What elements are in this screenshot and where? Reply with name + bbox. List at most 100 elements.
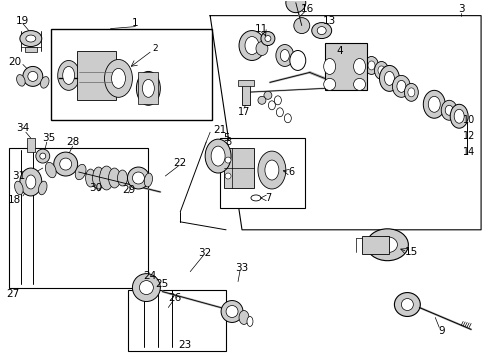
Bar [51,28,212,120]
Ellipse shape [423,90,444,118]
Ellipse shape [364,57,378,75]
Ellipse shape [280,50,289,62]
Ellipse shape [396,80,405,92]
Ellipse shape [323,58,335,75]
Ellipse shape [58,60,80,90]
Circle shape [264,91,271,99]
Text: 21: 21 [213,125,226,135]
Text: 31: 31 [12,171,25,181]
Ellipse shape [353,78,365,90]
Text: 6: 6 [288,167,294,177]
Circle shape [293,18,309,33]
Ellipse shape [367,61,374,70]
Text: 3: 3 [457,4,464,14]
Text: 34: 34 [16,123,29,133]
Text: 17: 17 [237,107,250,117]
Circle shape [285,0,305,13]
Ellipse shape [289,50,305,71]
Ellipse shape [92,167,104,189]
Ellipse shape [20,31,41,46]
Ellipse shape [276,108,283,117]
Ellipse shape [366,229,407,261]
Bar [27,138,35,152]
Text: 28: 28 [66,137,79,147]
Ellipse shape [41,77,49,88]
Ellipse shape [250,195,261,201]
Ellipse shape [453,109,463,123]
Ellipse shape [384,71,394,85]
Ellipse shape [142,80,154,97]
Bar [361,236,388,254]
Ellipse shape [132,172,144,184]
Ellipse shape [258,151,285,189]
Bar [77,50,116,100]
Ellipse shape [108,168,120,188]
Ellipse shape [205,139,230,173]
Ellipse shape [374,62,387,80]
Bar [242,84,249,105]
Text: 22: 22 [173,158,186,168]
Ellipse shape [15,181,23,195]
Text: 20: 20 [8,58,21,67]
Ellipse shape [255,41,267,55]
Ellipse shape [311,23,331,39]
Text: 5: 5 [223,133,229,143]
Ellipse shape [394,293,420,316]
Text: 1: 1 [132,18,139,28]
Bar [9,148,148,288]
Ellipse shape [353,58,365,75]
Circle shape [224,173,230,179]
Ellipse shape [264,36,270,41]
Text: 23: 23 [178,340,191,350]
Text: 18: 18 [8,195,21,205]
Ellipse shape [28,71,38,81]
Text: 16: 16 [301,4,314,14]
Text: 19: 19 [16,15,29,26]
Ellipse shape [45,162,56,178]
Text: 30: 30 [89,183,102,193]
Ellipse shape [274,96,281,105]
Text: 7: 7 [264,193,270,203]
Circle shape [224,157,230,163]
Ellipse shape [440,100,456,120]
Ellipse shape [211,146,224,166]
Ellipse shape [100,166,113,190]
Bar [224,148,253,188]
Ellipse shape [221,301,243,323]
Text: 24: 24 [143,271,157,281]
Ellipse shape [323,78,335,90]
Text: 26: 26 [168,293,182,302]
Ellipse shape [449,104,467,128]
Ellipse shape [117,170,127,186]
Bar [220,138,304,208]
Text: 11: 11 [255,24,268,33]
Ellipse shape [317,27,325,35]
Text: 27: 27 [6,289,20,298]
Text: 32: 32 [198,248,211,258]
Ellipse shape [407,88,414,97]
Ellipse shape [427,96,439,112]
Ellipse shape [275,45,293,67]
Ellipse shape [111,68,125,88]
Ellipse shape [20,168,41,196]
Text: 9: 9 [437,327,444,336]
Ellipse shape [377,66,384,75]
Ellipse shape [444,105,452,115]
Text: 29: 29 [122,185,135,195]
Text: 8: 8 [224,137,231,147]
Ellipse shape [225,306,238,318]
Text: 15: 15 [404,247,417,257]
Ellipse shape [40,153,46,159]
Ellipse shape [401,298,412,310]
Bar [138,72,158,104]
Text: 4: 4 [336,45,342,55]
Ellipse shape [75,165,86,180]
Ellipse shape [60,158,72,170]
Circle shape [258,96,265,104]
Ellipse shape [36,149,50,163]
Ellipse shape [17,75,25,86]
Ellipse shape [23,67,42,86]
Text: 13: 13 [323,15,336,26]
Text: 25: 25 [155,279,168,289]
Text: 10: 10 [462,115,474,125]
